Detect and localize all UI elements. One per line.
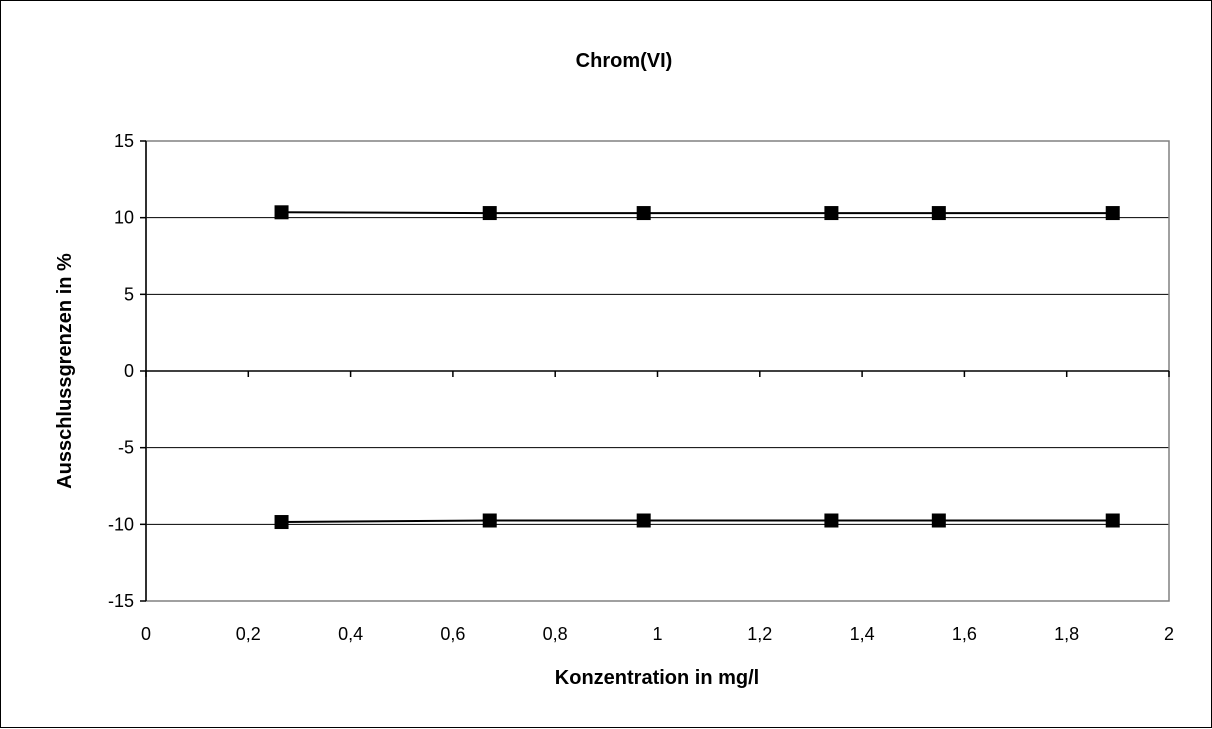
axes	[140, 140, 1170, 602]
y-tick-label: 15	[114, 131, 134, 151]
data-point-marker	[1105, 206, 1120, 221]
x-tick-label: 0,2	[236, 624, 261, 644]
series-line-group	[274, 205, 1120, 221]
tick-labels: -15 -10 -5 0 5 10 15 0 0,2 0,4 0,6 0,8 1 1,2 1,4 1,6 1,8…	[108, 131, 1174, 644]
series-group	[274, 205, 1120, 530]
data-point-marker	[1105, 513, 1120, 528]
x-tick-label: 1	[652, 624, 662, 644]
x-tick-label: 2	[1164, 624, 1174, 644]
series-line	[281, 211, 1113, 215]
data-point-marker	[482, 206, 497, 221]
data-point-marker	[636, 206, 651, 221]
x-tick-label: 1,6	[952, 624, 977, 644]
data-point-marker	[274, 515, 289, 530]
data-point-marker	[482, 513, 497, 528]
x-tick-label: 0,6	[440, 624, 465, 644]
y-axis-title: Ausschlussgrenzen in %	[54, 253, 76, 489]
x-axis-title: Konzentration in mg/l	[555, 667, 759, 689]
x-tick-label: 0,4	[338, 624, 363, 644]
x-tick-label: 1,8	[1054, 624, 1079, 644]
x-tick-label: 1,2	[747, 624, 772, 644]
x-tick-label: 1,4	[850, 624, 875, 644]
y-tick-label: 0	[124, 361, 134, 381]
y-tick-label: 5	[124, 284, 134, 304]
chart-title: Chrom(VI)	[576, 50, 673, 72]
series-line-group	[274, 513, 1120, 530]
y-tick-label: -10	[108, 514, 134, 534]
data-point-marker	[824, 206, 839, 221]
grid-lines	[146, 217, 1169, 525]
x-tick-label: 0,8	[543, 624, 568, 644]
y-tick-label: -5	[118, 438, 134, 458]
data-point-marker	[636, 513, 651, 528]
data-point-marker	[931, 513, 946, 528]
data-point-marker	[931, 206, 946, 221]
data-point-marker	[274, 205, 289, 220]
series-line	[281, 519, 1113, 524]
y-tick-label: 10	[114, 208, 134, 228]
data-point-marker	[824, 513, 839, 528]
y-tick-label: -15	[108, 591, 134, 611]
x-tick-label: 0	[141, 624, 151, 644]
